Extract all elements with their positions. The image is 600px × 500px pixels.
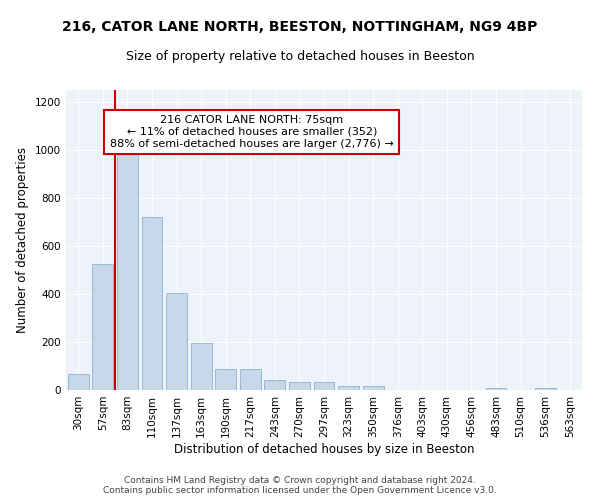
Bar: [289, 382, 310, 390]
Bar: [314, 382, 334, 390]
Text: 216, CATOR LANE NORTH, BEESTON, NOTTINGHAM, NG9 4BP: 216, CATOR LANE NORTH, BEESTON, NOTTINGH…: [62, 20, 538, 34]
Bar: [68, 374, 89, 390]
Bar: [362, 386, 383, 390]
Text: Contains HM Land Registry data © Crown copyright and database right 2024.
Contai: Contains HM Land Registry data © Crown c…: [103, 476, 497, 495]
Bar: [265, 380, 286, 390]
Bar: [142, 217, 163, 390]
Text: Size of property relative to detached houses in Beeston: Size of property relative to detached ho…: [125, 50, 475, 63]
X-axis label: Distribution of detached houses by size in Beeston: Distribution of detached houses by size …: [174, 442, 474, 456]
Bar: [535, 388, 556, 390]
Bar: [215, 369, 236, 390]
Bar: [191, 343, 212, 390]
Bar: [92, 264, 113, 390]
Bar: [117, 150, 138, 390]
Bar: [240, 369, 261, 390]
Bar: [338, 386, 359, 390]
Bar: [485, 388, 506, 390]
Bar: [166, 293, 187, 390]
Y-axis label: Number of detached properties: Number of detached properties: [16, 147, 29, 333]
Text: 216 CATOR LANE NORTH: 75sqm
← 11% of detached houses are smaller (352)
88% of se: 216 CATOR LANE NORTH: 75sqm ← 11% of det…: [110, 116, 394, 148]
